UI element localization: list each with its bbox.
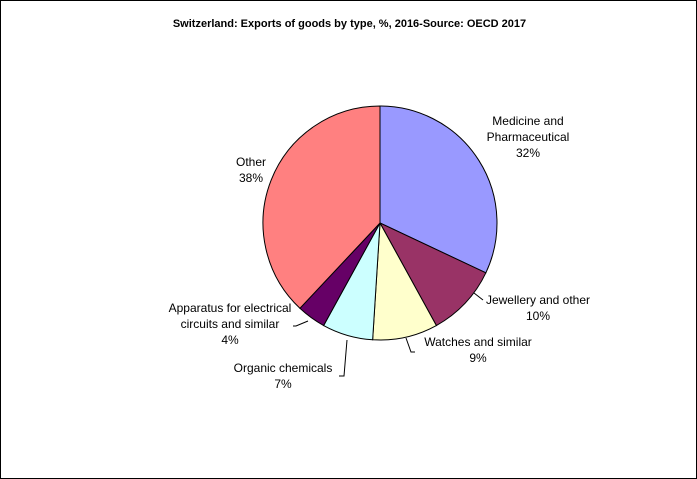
slice-category-label: Apparatus for electrical (169, 301, 292, 315)
slice-value-label: 10% (526, 309, 550, 323)
leader-line (293, 320, 309, 327)
slice-label: Jewellery and other 10% (486, 293, 590, 323)
pie-slice (379, 105, 498, 274)
slice-value-label: 7% (274, 377, 292, 391)
slice-value-label: 4% (221, 333, 239, 347)
slice-category-label: Other (236, 155, 266, 169)
slice-category-label: Jewellery and other (486, 293, 590, 307)
slice-value-label: 32% (516, 146, 540, 160)
slice-category-label: Watches and similar (424, 335, 532, 349)
slice-label: Medicine and Pharmaceutical 32% (487, 114, 570, 160)
slice-category-label: circuits and similar (181, 317, 280, 331)
slice-label: Organic chemicals 7% (234, 361, 333, 391)
pie-slice (378, 221, 487, 327)
slice-value-label: 9% (469, 351, 487, 365)
leader-line (405, 337, 415, 353)
slice-value-label: 38% (239, 171, 263, 185)
slice-label: Watches and similar 9% (424, 335, 532, 365)
slice-category-label: Organic chemicals (234, 361, 333, 375)
pie-slice (262, 105, 381, 309)
slice-label: Apparatus for electrical circuits and sim… (169, 301, 292, 347)
leader-line (339, 339, 348, 377)
slice-category-label: Pharmaceutical (487, 130, 570, 144)
leader-line (473, 292, 484, 301)
slice-category-label: Medicine and (492, 114, 563, 128)
chart-title: Switzerland: Exports of goods by type, %… (172, 18, 527, 30)
slice-label: Other 38% (236, 155, 266, 185)
